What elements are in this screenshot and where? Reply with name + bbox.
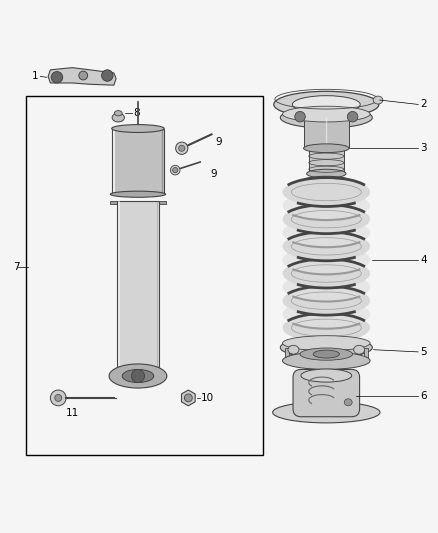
Circle shape [179,145,185,151]
Ellipse shape [283,300,370,329]
Ellipse shape [109,364,167,388]
Ellipse shape [280,337,372,358]
Text: 3: 3 [420,143,427,154]
Ellipse shape [283,336,370,351]
Ellipse shape [283,232,370,261]
Bar [309,148,344,174]
Ellipse shape [353,345,364,354]
Bar [304,118,349,148]
Ellipse shape [283,177,370,206]
Ellipse shape [283,259,370,288]
Ellipse shape [110,191,166,197]
Text: 7: 7 [13,262,20,271]
Ellipse shape [122,369,154,383]
Text: 6: 6 [420,391,427,401]
Ellipse shape [288,345,299,354]
Ellipse shape [293,96,360,113]
Circle shape [55,394,62,401]
Circle shape [79,71,88,80]
Ellipse shape [302,176,350,186]
Ellipse shape [283,205,370,233]
FancyBboxPatch shape [293,369,360,417]
Bar [112,128,164,194]
Text: 2: 2 [420,100,427,109]
Ellipse shape [114,110,122,116]
Text: 8: 8 [134,108,140,118]
Ellipse shape [304,144,349,152]
Text: 10: 10 [201,393,214,403]
Bar [117,201,159,367]
Polygon shape [48,68,116,85]
Polygon shape [181,390,195,406]
Ellipse shape [274,91,379,118]
Ellipse shape [344,399,352,406]
Text: 11: 11 [66,408,79,418]
Ellipse shape [283,106,370,122]
Ellipse shape [283,273,370,302]
Ellipse shape [280,107,372,128]
Circle shape [184,394,192,402]
Circle shape [51,71,63,83]
Ellipse shape [283,246,370,274]
Ellipse shape [283,219,370,247]
Ellipse shape [300,348,353,360]
Circle shape [347,111,358,122]
Bar [364,348,368,361]
Text: 4: 4 [420,255,427,265]
Ellipse shape [283,286,370,315]
Text: 5: 5 [420,347,427,357]
Text: 1: 1 [32,71,39,82]
Ellipse shape [112,113,124,122]
Ellipse shape [283,191,370,220]
Circle shape [176,142,188,155]
Text: 9: 9 [215,136,222,147]
Bar [285,348,289,361]
Circle shape [131,369,145,383]
Circle shape [173,167,178,173]
Text: 9: 9 [210,168,217,179]
Circle shape [50,390,66,406]
Bar [26,96,263,455]
Ellipse shape [307,169,346,178]
Circle shape [295,111,305,122]
Ellipse shape [373,96,383,104]
Ellipse shape [301,369,352,382]
Ellipse shape [283,352,370,369]
Ellipse shape [272,402,380,423]
Ellipse shape [112,125,164,133]
Circle shape [102,70,113,81]
Ellipse shape [313,350,339,358]
Circle shape [170,165,180,175]
Ellipse shape [283,313,370,342]
Bar [110,201,166,204]
